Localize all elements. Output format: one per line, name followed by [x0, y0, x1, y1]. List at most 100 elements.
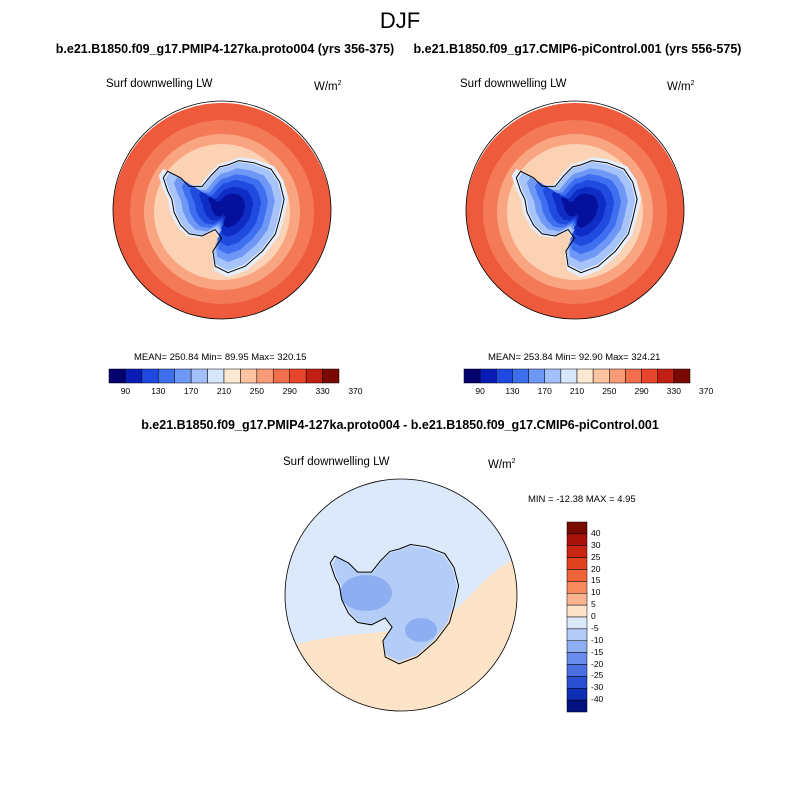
colorbar-tick-label: 30 [591, 539, 601, 550]
panel-2-colorbar-labels: 90 130 170 210 250 290 330 370 [464, 386, 713, 398]
colorbar-swatch [566, 521, 588, 535]
colorbar-tick-label: 0 [591, 611, 596, 621]
colorbar-swatch [576, 368, 594, 384]
colorbar-swatch [190, 368, 208, 384]
map-border [112, 100, 332, 320]
colorbar-tick-label: -40 [591, 694, 604, 705]
figure-title: DJF [379, 8, 421, 33]
colorbar-tick-label: 170 [184, 386, 199, 396]
colorbar-swatch [108, 368, 126, 384]
colorbar-tick-label: 250 [249, 386, 264, 396]
colorbar-tick-label: -5 [591, 622, 599, 633]
panel-1-stats: MEAN= 250.84 Min= 89.95 Max= 320.15 [134, 352, 307, 363]
coastline [162, 160, 285, 274]
panel-3-colorbar [566, 521, 588, 713]
colorbar-swatch [566, 664, 588, 677]
colorbar-tick-label: 15 [591, 575, 601, 586]
colorbar-swatch [566, 699, 588, 713]
colorbar-tick-label: 330 [315, 386, 330, 396]
colorbar-tick-label: 5 [591, 599, 596, 610]
colorbar-tick-label: 170 [537, 386, 552, 396]
colorbar-swatch [544, 368, 562, 384]
colorbar-swatch [566, 533, 588, 547]
colorbar-swatch [240, 368, 258, 384]
colorbar-tick-label: 250 [602, 386, 617, 396]
field-band-90-110 [561, 193, 599, 228]
colorbar-swatch [566, 593, 588, 606]
colorbar-swatch [609, 368, 626, 384]
colorbar-swatch [673, 368, 691, 384]
colorbar-swatch [566, 557, 588, 570]
panel-3-stats: MIN = -12.38 MAX = 4.95 [528, 494, 636, 505]
panel-3-units: W/m2 [488, 458, 516, 471]
colorbar-swatch [566, 604, 588, 618]
coastline [329, 543, 460, 665]
colorbar-tick-label: 40 [591, 527, 601, 538]
panel-3-colorbar-labels: 40 30 25 20 15 10 5 0 -5 -10 -15 -20 -25 -30 -40 [591, 522, 631, 712]
coastline [515, 160, 638, 274]
colorbar-tick-label: -20 [591, 658, 604, 669]
colorbar-swatch [125, 368, 143, 384]
colorbar-swatch [141, 368, 159, 384]
colorbar-swatch [625, 368, 642, 384]
panel-2-title: b.e21.B1850.f09_g17.CMIP6-piControl.001 … [413, 42, 742, 56]
colorbar-swatch [322, 368, 340, 384]
colorbar-tick-label: 370 [699, 386, 714, 396]
colorbar-swatch [566, 640, 588, 653]
colorbar-swatch [223, 368, 241, 384]
panel-2-variable: Surf downwelling LW [460, 78, 567, 90]
colorbar-swatch [566, 616, 588, 630]
panel-3-map [284, 478, 518, 712]
panel-2-units: W/m2 [667, 80, 695, 93]
colorbar-tick-label: 370 [348, 386, 363, 396]
colorbar-swatch [305, 368, 323, 384]
panel-3-title: b.e21.B1850.f09_g17.PMIP4-127ka.proto004… [141, 418, 659, 432]
colorbar-tick-label: -25 [591, 670, 604, 681]
colorbar-swatch [566, 581, 588, 594]
colorbar-swatch [512, 368, 529, 384]
colorbar-swatch [566, 545, 588, 558]
colorbar-tick-label: 25 [591, 551, 601, 562]
colorbar-swatch [641, 368, 658, 384]
colorbar-swatch [528, 368, 545, 384]
colorbar-swatch [174, 368, 192, 384]
panel-1-units: W/m2 [314, 80, 342, 93]
panel-1-colorbar [108, 368, 340, 384]
panel-2-stats: MEAN= 253.84 Min= 92.90 Max= 324.21 [488, 352, 661, 363]
colorbar-swatch [592, 368, 610, 384]
colorbar-tick-label: -15 [591, 646, 604, 657]
map-border [465, 100, 685, 320]
panel-3-variable: Surf downwelling LW [283, 456, 390, 468]
panel-1-colorbar-labels: 90 130 170 210 250 290 330 370 [109, 386, 363, 398]
panel-2-colorbar [463, 368, 691, 384]
colorbar-tick-label: 290 [282, 386, 297, 396]
colorbar-tick-label: -30 [591, 682, 604, 693]
colorbar-tick-label: 90 [475, 386, 485, 396]
colorbar-swatch [207, 368, 225, 384]
colorbar-swatch [496, 368, 513, 384]
panel-1-title: b.e21.B1850.f09_g17.PMIP4-127ka.proto004… [55, 42, 395, 56]
colorbar-tick-label: 290 [634, 386, 649, 396]
colorbar-swatch [566, 688, 588, 701]
field-band-neg10-to-neg15-east [405, 618, 437, 642]
map-border [284, 478, 518, 712]
colorbar-tick-label: -10 [591, 634, 604, 645]
colorbar-tick-label: 210 [569, 386, 585, 396]
colorbar-swatch [566, 569, 588, 582]
field-band-90-110 [208, 193, 246, 228]
colorbar-tick-label: 10 [591, 587, 601, 598]
colorbar-tick-label: 20 [591, 563, 601, 574]
colorbar-swatch [566, 676, 588, 689]
colorbar-swatch [158, 368, 175, 384]
panel-2-map [465, 100, 685, 320]
panel-1-variable: Surf downwelling LW [106, 78, 213, 90]
colorbar-swatch [273, 368, 290, 384]
colorbar-swatch [463, 368, 481, 384]
colorbar-tick-label: 210 [216, 386, 232, 396]
colorbar-swatch [657, 368, 675, 384]
colorbar-swatch [566, 628, 588, 642]
colorbar-swatch [289, 368, 307, 384]
field-band-neg10-to-neg15 [340, 575, 392, 611]
colorbar-tick-label: 130 [505, 386, 520, 396]
colorbar-tick-label: 330 [666, 386, 681, 396]
